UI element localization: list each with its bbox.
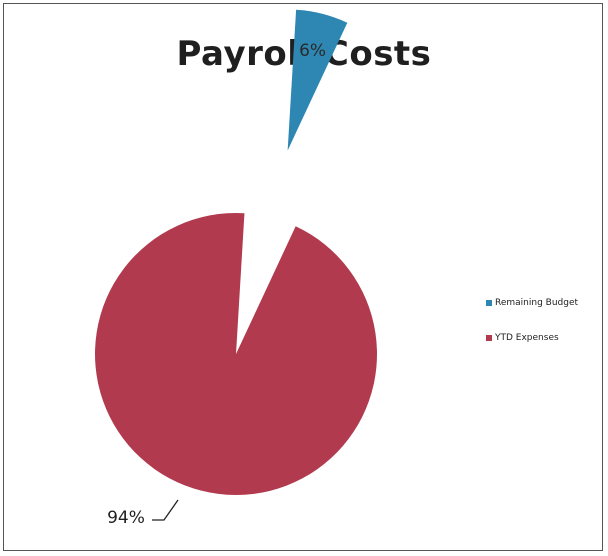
legend-swatch-ytd-expenses bbox=[486, 334, 492, 341]
legend-label-ytd-expenses: YTD Expenses bbox=[495, 332, 559, 343]
data-label-ytd-expenses: 94% bbox=[107, 508, 145, 528]
legend-label-remaining-budget: Remaining Budget bbox=[495, 297, 579, 308]
chart-legend: Remaining Budget YTD Expenses bbox=[486, 296, 578, 366]
pie-slice-remaining-budget bbox=[287, 9, 348, 151]
pie-slices bbox=[94, 9, 377, 495]
legend-item-remaining-budget: Remaining Budget bbox=[486, 296, 578, 309]
legend-swatch-remaining-budget bbox=[486, 299, 492, 306]
pie-data-labels: 6% 94% bbox=[107, 41, 326, 528]
leader-line-ytd-expenses bbox=[152, 499, 179, 521]
pie-slice-ytd-expenses bbox=[94, 212, 377, 495]
legend-item-ytd-expenses: YTD Expenses bbox=[486, 331, 578, 344]
data-label-remaining-budget: 6% bbox=[299, 41, 326, 61]
